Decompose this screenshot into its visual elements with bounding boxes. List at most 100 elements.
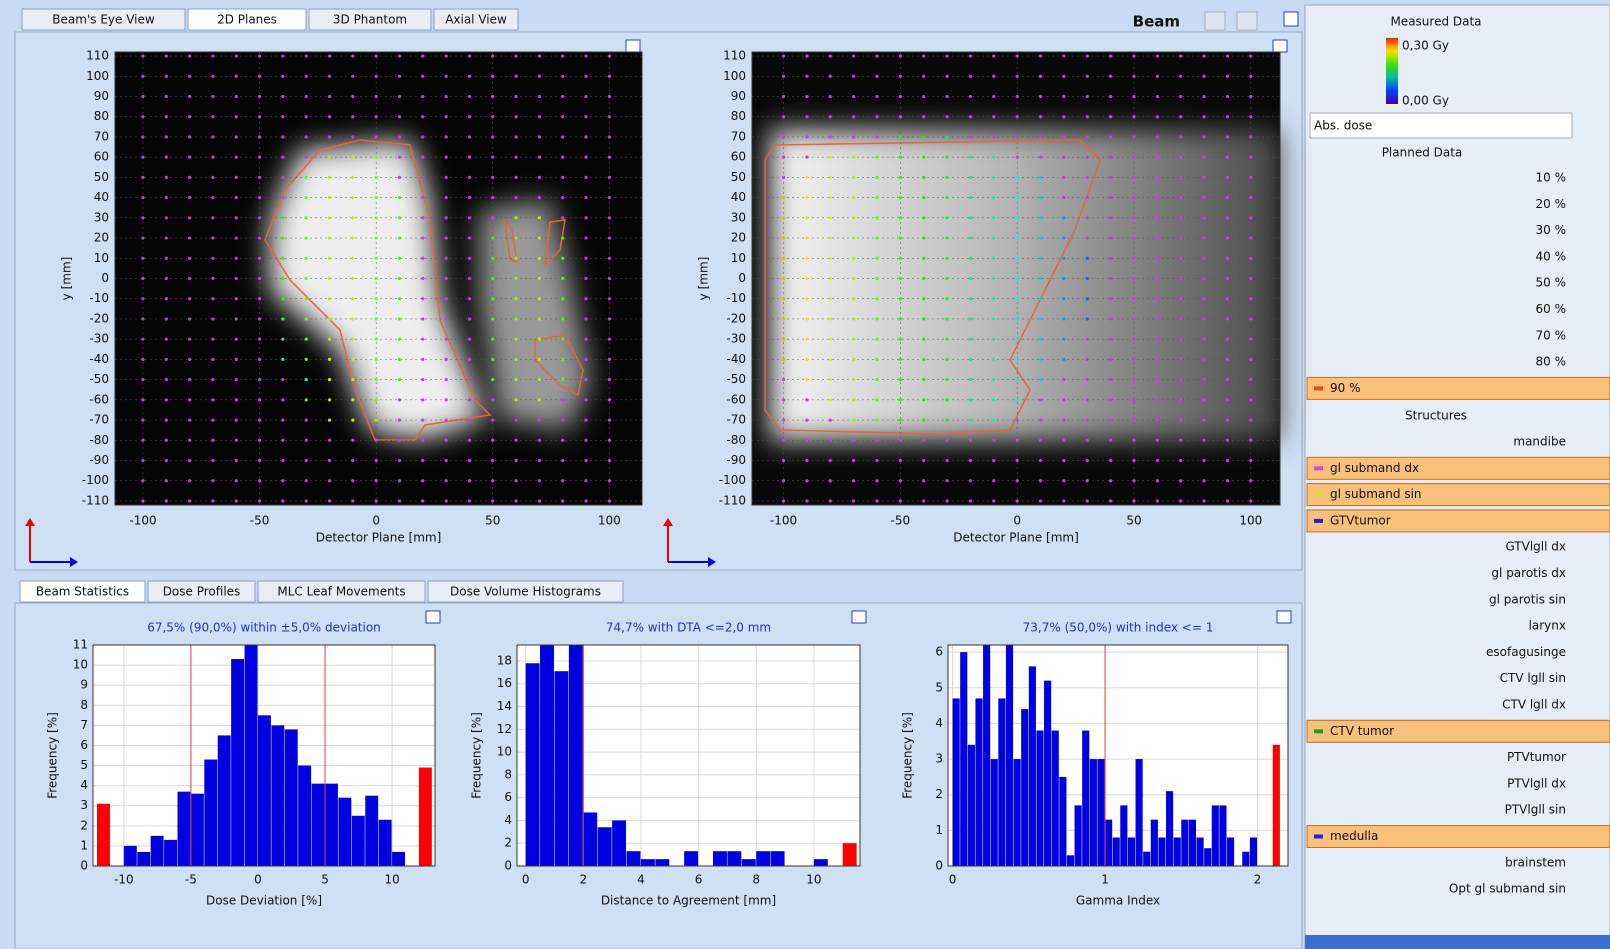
measurement-point [281, 196, 284, 199]
measurement-point [1062, 297, 1065, 300]
histogram-bar [1044, 681, 1051, 866]
row-label[interactable]: gl submand sin [1330, 487, 1422, 501]
row-label[interactable]: PTVlgll dx [1507, 776, 1566, 790]
measurement-point [1226, 317, 1229, 320]
measurement-point [305, 95, 308, 98]
measurement-point [328, 358, 331, 361]
row-label[interactable]: brainstem [1505, 855, 1566, 869]
row-label[interactable]: 40 % [1536, 249, 1567, 263]
row-label[interactable]: CTV lgll sin [1500, 671, 1566, 685]
measurement-point [538, 439, 541, 442]
measurement-point [899, 54, 902, 57]
measurement-point [351, 54, 354, 57]
measurement-point [258, 418, 261, 421]
measurement-point [561, 317, 564, 320]
measurement-point [561, 115, 564, 118]
y-tick-label: 30 [94, 210, 109, 224]
row-label[interactable]: 20 % [1536, 197, 1567, 211]
measurement-point [165, 479, 168, 482]
row-label[interactable]: esofagusinge [1486, 645, 1566, 659]
row-label[interactable]: mandibe [1513, 435, 1566, 449]
tab-label[interactable]: Dose Profiles [163, 585, 241, 599]
row-label[interactable]: 10 % [1536, 171, 1567, 185]
row-label[interactable]: PTVtumor [1507, 750, 1566, 764]
measurement-point [1226, 277, 1229, 280]
measurement-point [829, 236, 832, 239]
measurement-point [1062, 54, 1065, 57]
y-tick-label: 50 [731, 170, 746, 184]
measurement-point [829, 115, 832, 118]
measurement-point [165, 378, 168, 381]
row-label[interactable]: gl parotis sin [1489, 592, 1566, 606]
measurement-point [608, 75, 611, 78]
row-label[interactable]: GTVlgll dx [1505, 540, 1566, 554]
row-label[interactable]: 30 % [1536, 223, 1567, 237]
row-label[interactable]: 70 % [1536, 328, 1567, 342]
row-label[interactable]: gl submand dx [1330, 461, 1419, 475]
measurement-point [538, 277, 541, 280]
measurement-point [875, 499, 878, 502]
measurement-point [491, 439, 494, 442]
tab-label[interactable]: MLC Leaf Movements [277, 585, 405, 599]
tab-label[interactable]: Beam Statistics [36, 585, 129, 599]
row-label[interactable]: Opt gl submand sin [1449, 882, 1566, 896]
measurement-point [258, 358, 261, 361]
measurement-point [1249, 499, 1252, 502]
tab-label[interactable]: Beam's Eye View [52, 13, 155, 27]
row-swatch [1314, 466, 1323, 470]
y-tick-label: 4 [80, 778, 88, 792]
tab-label[interactable]: 2D Planes [217, 13, 277, 27]
measurement-point [1156, 135, 1159, 138]
histogram-bar [1250, 837, 1257, 866]
measurement-point [875, 75, 878, 78]
measurement-point [1202, 277, 1205, 280]
row-label[interactable]: CTV tumor [1330, 724, 1394, 738]
row-label[interactable]: 50 % [1536, 276, 1567, 290]
dropdown-value[interactable]: Abs. dose [1314, 119, 1372, 133]
y-tick-label: 1 [80, 838, 88, 852]
measurement-point [1226, 135, 1229, 138]
measurement-point [992, 418, 995, 421]
measurement-point [305, 358, 308, 361]
row-label[interactable]: 90 % [1330, 381, 1361, 395]
measurement-point [852, 479, 855, 482]
measurement-point [211, 196, 214, 199]
measurement-point [211, 216, 214, 219]
measurement-point [398, 236, 401, 239]
measurement-point [1156, 338, 1159, 341]
row-label[interactable]: 80 % [1536, 355, 1567, 369]
measurement-point [421, 297, 424, 300]
structures-title: Structures [1405, 409, 1467, 423]
row-label[interactable]: 60 % [1536, 302, 1567, 316]
measurement-point [1062, 277, 1065, 280]
x-axis-label: Dose Deviation [%] [206, 894, 322, 908]
measurement-point [1226, 156, 1229, 159]
tab-label[interactable]: Axial View [445, 13, 507, 27]
row-label[interactable]: CTV lgll dx [1502, 698, 1566, 712]
y-tick-label: 3 [80, 798, 88, 812]
measurement-point [829, 479, 832, 482]
histogram-bar [365, 796, 378, 866]
row-label[interactable]: PTVlgll sin [1505, 803, 1566, 817]
measurement-point [782, 135, 785, 138]
row-label[interactable]: larynx [1529, 619, 1566, 633]
x-tick-label: 100 [1239, 514, 1262, 528]
measurement-point [969, 135, 972, 138]
tab-label[interactable]: Dose Volume Histograms [450, 585, 601, 599]
measurement-point [1086, 418, 1089, 421]
measurement-point [188, 277, 191, 280]
row-label[interactable]: gl parotis dx [1491, 566, 1566, 580]
measurement-point [305, 317, 308, 320]
measurement-point [281, 115, 284, 118]
row-label[interactable]: medulla [1330, 829, 1378, 843]
measurement-point [1086, 499, 1089, 502]
measurement-point [1202, 398, 1205, 401]
measurement-point [1226, 338, 1229, 341]
measurement-point [445, 317, 448, 320]
measurement-point [561, 418, 564, 421]
measurement-point [165, 297, 168, 300]
row-label[interactable]: GTVtumor [1330, 513, 1391, 527]
measurement-point [922, 54, 925, 57]
measurement-point [782, 499, 785, 502]
tab-label[interactable]: 3D Phantom [333, 13, 407, 27]
